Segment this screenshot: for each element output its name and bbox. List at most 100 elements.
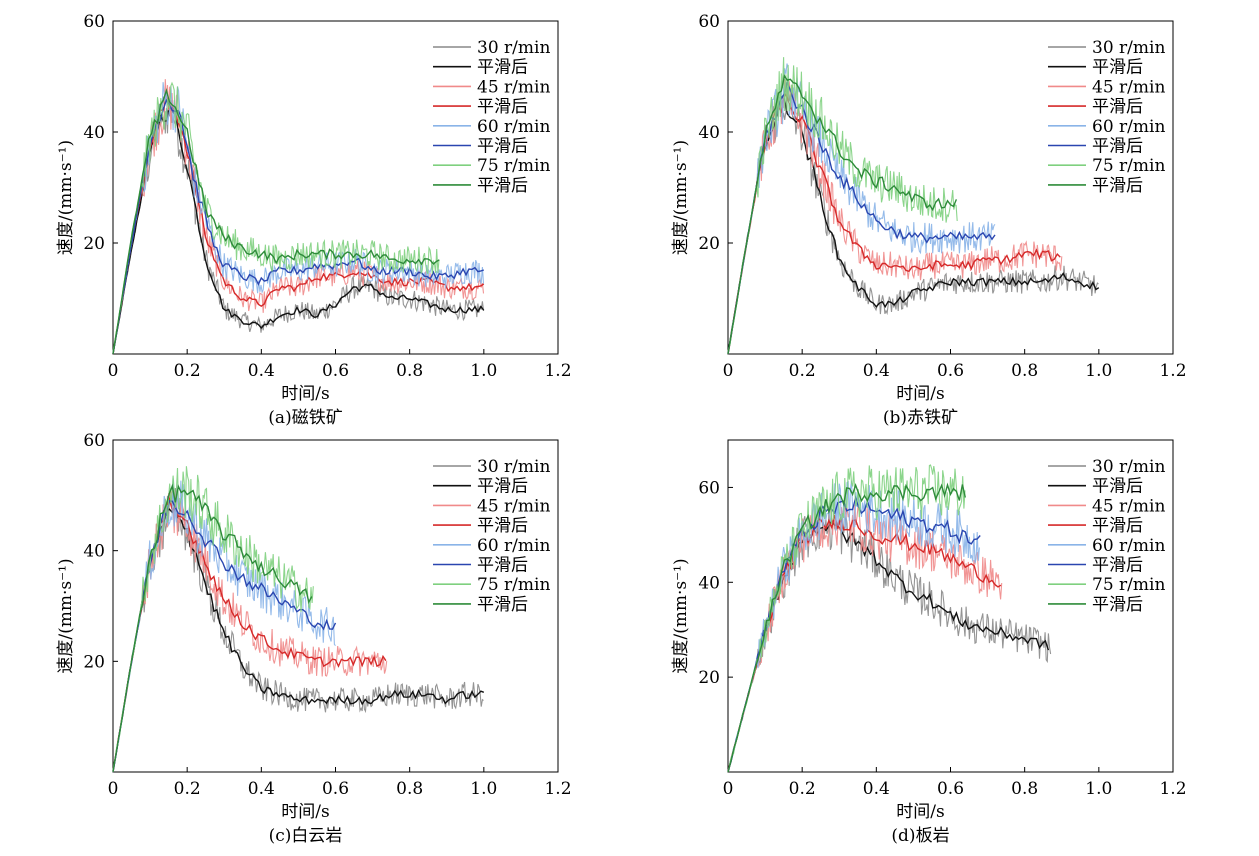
series-raw-30-rpm [727,503,1052,771]
legend-entry: 75 r/min [477,575,550,595]
legend-entry: 平滑后 [1092,556,1143,576]
series-raw-45-rpm [112,491,388,773]
legend-entry: 60 r/min [477,117,550,137]
legend-entry: 45 r/min [477,496,550,516]
legend-entry: 平滑后 [477,595,528,615]
x-tick-label: 0.8 [396,779,423,799]
legend-entry: 平滑后 [1092,137,1143,157]
chart-panel-4: 0 0.2 0.4 0.6 0.8 1.0 1.2 20 40 60 时间/s (d)板岩 速度/(mm… [671,439,1187,846]
legend-entry: 平滑后 [1092,516,1143,536]
y-tick-label: 60 [698,478,720,498]
legend-entry: 45 r/min [1092,77,1165,97]
series-smoothed-75-rpm [727,74,958,355]
y-axis-label: 速度/(mm·s⁻¹) [56,140,76,255]
x-axis-label: 时间/s [896,802,944,822]
series-raw-30-rpm [112,96,485,354]
x-tick-label: 0.2 [174,361,201,381]
series-raw-30-rpm [112,486,484,773]
y-axis-label: 速度/(mm·s⁻¹) [56,558,76,673]
legend-entry: 平滑后 [477,516,528,536]
legend-entry: 75 r/min [477,156,550,176]
y-tick-label: 60 [698,12,720,32]
x-tick-label: 0 [108,779,119,799]
series-smoothed-45-rpm [112,94,485,355]
legend-entry: 60 r/min [477,536,550,556]
legend-entry: 平滑后 [1092,58,1143,78]
series-smoothed-60-rpm [112,98,485,354]
y-tick-label: 40 [698,123,720,143]
legend-entry: 平滑后 [1092,477,1143,497]
y-axis-label: 速度/(mm·s⁻¹) [671,558,691,673]
y-tick-label: 40 [83,542,105,562]
legend-entry: 平滑后 [477,556,528,576]
legend-entry: 平滑后 [477,137,528,157]
legend-entry: 平滑后 [477,58,528,78]
legend-entry: 平滑后 [1092,176,1143,196]
series-smoothed-75-rpm [727,482,966,773]
chart-panel-1: 0 0.2 0.4 0.6 0.8 1.0 1.2 20 40 60 时间/s (a)磁铁矿 速度/(m… [56,12,572,428]
x-axis-label: 时间/s [281,384,329,404]
panel-title: (c)白云岩 [269,826,343,846]
legend-entry: 60 r/min [1092,536,1165,556]
legend-entry: 75 r/min [1092,156,1165,176]
legend-entry: 平滑后 [477,176,528,196]
series-smoothed-30-rpm [727,519,1050,772]
x-tick-label: 0.6 [937,361,964,381]
series-raw-75-rpm [112,81,440,352]
y-tick-label: 40 [83,123,105,143]
x-tick-label: 1.2 [1159,361,1186,381]
legend-entry: 平滑后 [1092,595,1143,615]
x-tick-label: 0.2 [789,361,816,381]
x-tick-label: 1.0 [470,361,497,381]
y-tick-label: 20 [83,234,105,254]
x-tick-label: 0.2 [789,779,816,799]
legend-entry: 45 r/min [477,77,550,97]
legend-entry: 30 r/min [477,38,550,58]
legend-entry: 75 r/min [1092,575,1165,595]
series-raw-45-rpm [727,79,1063,353]
series-smoothed-30-rpm [727,96,1100,354]
series-smoothed-75-rpm [112,483,313,772]
chart-panel-2: 0 0.2 0.4 0.6 0.8 1.0 1.2 20 40 60 时间/s (b)赤铁矿 速度/(m… [671,12,1187,428]
series-smoothed-30-rpm [112,506,485,772]
panel-title: (a)磁铁矿 [268,408,342,428]
legend-entry: 45 r/min [1092,496,1165,516]
x-tick-label: 0 [108,361,119,381]
x-tick-label: 1.0 [470,779,497,799]
chart-panel-3: 0 0.2 0.4 0.6 0.8 1.0 1.2 20 40 60 时间/s (c)白云岩 速度/(m… [56,431,572,846]
y-tick-label: 60 [83,431,105,451]
y-tick-label: 20 [698,668,720,688]
legend-entry: 30 r/min [477,457,550,477]
x-tick-label: 0 [723,361,734,381]
x-tick-label: 0.4 [863,779,890,799]
x-tick-label: 0.4 [248,779,275,799]
y-tick-label: 60 [83,12,105,32]
panel-title: (d)板岩 [891,826,949,846]
series-smoothed-30-rpm [112,103,485,355]
series-raw-60-rpm [727,63,996,355]
x-tick-label: 1.0 [1085,361,1112,381]
legend-entry: 30 r/min [1092,457,1165,477]
x-tick-label: 0.4 [863,361,890,381]
series-raw-30-rpm [727,86,1099,355]
x-tick-label: 0.6 [937,779,964,799]
y-tick-label: 40 [698,573,720,593]
x-tick-label: 1.2 [544,361,571,381]
series-raw-60-rpm [112,478,336,771]
x-tick-label: 1.2 [1159,779,1186,799]
legend-entry: 平滑后 [477,97,528,117]
y-tick-label: 20 [83,652,105,672]
x-tick-label: 0.8 [1011,779,1038,799]
y-axis-label: 速度/(mm·s⁻¹) [671,140,691,255]
series-raw-75-rpm [727,57,958,352]
panel-title: (b)赤铁矿 [883,408,958,428]
y-tick-label: 20 [698,234,720,254]
legend-entry: 60 r/min [1092,117,1165,137]
legend-entry: 平滑后 [1092,97,1143,117]
x-tick-label: 0.6 [322,779,349,799]
